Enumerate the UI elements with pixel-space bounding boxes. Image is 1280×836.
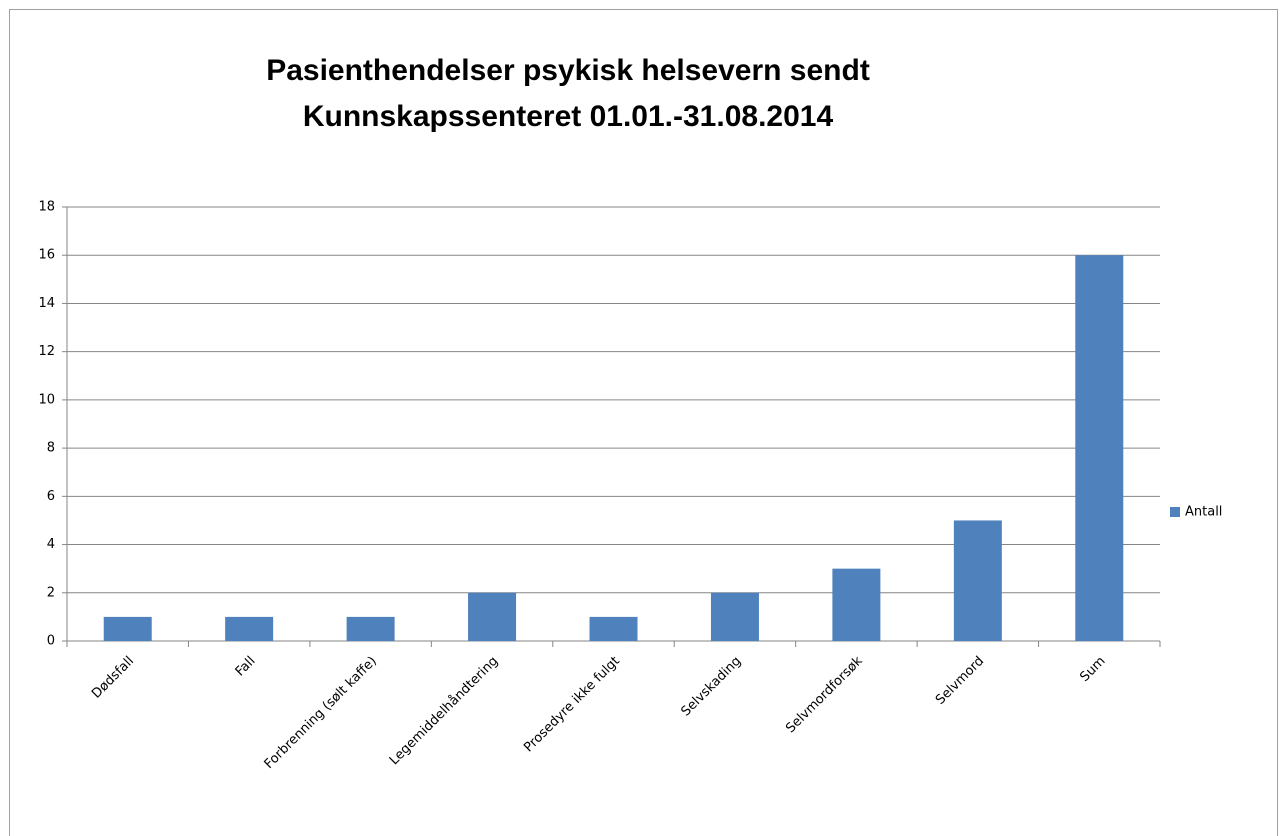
chart-frame [9,9,1278,836]
y-tick-label: 6 [47,489,55,504]
y-tick-label: 0 [47,634,55,649]
y-tick-label: 16 [38,248,55,263]
legend-label: Antall [1185,505,1222,520]
bar [346,616,395,641]
bar [468,592,517,641]
y-tick-label: 4 [47,537,55,552]
bar [1075,255,1124,641]
bar [103,616,152,641]
y-tick-label: 14 [38,296,55,311]
bar [710,592,759,641]
bar [832,568,881,641]
y-tick-label: 10 [38,392,55,407]
bar [225,616,274,641]
chart-title: Kunnskapssenteret 01.01.-31.08.2014 [303,100,834,133]
bar [953,520,1002,641]
y-tick-label: 2 [47,585,55,600]
legend-swatch [1170,507,1180,517]
chart-title: Pasienthendelser psykisk helsevern sendt [266,54,870,87]
bar [589,616,638,641]
y-tick-label: 18 [38,200,55,215]
y-tick-label: 12 [38,344,55,359]
y-tick-label: 8 [47,441,55,456]
